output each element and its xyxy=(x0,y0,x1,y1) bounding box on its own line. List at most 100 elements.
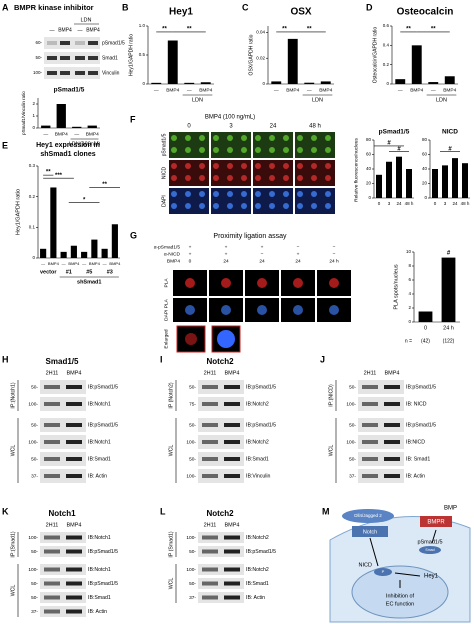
bar xyxy=(56,104,66,128)
y-tick-label: 20 xyxy=(366,181,372,186)
label: 37- xyxy=(349,473,356,479)
band xyxy=(44,549,60,554)
bar xyxy=(60,251,67,258)
bar xyxy=(167,40,178,84)
label: PLA xyxy=(163,278,169,288)
cell xyxy=(171,175,177,181)
notch-shape xyxy=(352,526,388,537)
blot xyxy=(358,469,404,483)
y-tick-label: 0 xyxy=(408,319,411,324)
label: 2H11 xyxy=(204,522,217,528)
band xyxy=(362,457,378,461)
cell xyxy=(213,191,219,197)
label: Enlarged xyxy=(163,329,169,349)
cell xyxy=(199,175,205,181)
band xyxy=(384,440,400,444)
annotation: # xyxy=(397,146,401,152)
annotation: ** xyxy=(102,182,107,188)
nucleus xyxy=(351,565,449,619)
bar xyxy=(441,257,456,322)
label: 100- xyxy=(186,567,196,573)
label: BMP4 xyxy=(67,522,82,528)
x-tick-label: — xyxy=(41,261,45,266)
cell xyxy=(269,203,275,209)
label: 100- xyxy=(28,567,38,573)
x-tick-label: 24 h xyxy=(443,325,454,331)
x-tick-label: — xyxy=(74,132,79,137)
label: 50- xyxy=(189,456,196,462)
label: 0 xyxy=(189,258,192,264)
group-label: LDN xyxy=(312,97,323,103)
annotation: ** xyxy=(282,26,287,32)
label: + xyxy=(189,245,192,250)
label: IB:pSmad1/5 xyxy=(246,549,276,555)
x-tick-label: 48 h xyxy=(461,201,470,206)
label: 50- xyxy=(189,581,196,587)
blot xyxy=(198,435,244,449)
label: DAPI xyxy=(161,195,167,207)
band xyxy=(66,581,82,586)
x-tick-label: — xyxy=(307,88,312,93)
x-tick-label: 48 h xyxy=(405,201,414,206)
label: (122) xyxy=(443,338,455,344)
cell xyxy=(283,175,289,181)
y-tick-label: 0.4 xyxy=(383,43,390,48)
cell xyxy=(213,175,219,181)
cell xyxy=(329,305,339,315)
panel-letter: E xyxy=(2,140,8,150)
band xyxy=(60,56,70,60)
label: WCL xyxy=(328,445,334,457)
annotation: # xyxy=(447,250,451,256)
label: 2H11 xyxy=(46,370,59,376)
panel-letter: M xyxy=(322,506,330,516)
cell xyxy=(311,191,317,197)
label: vector xyxy=(40,269,57,275)
blot xyxy=(358,452,404,466)
label: IB:Notch1 xyxy=(88,567,111,573)
cell xyxy=(199,147,205,153)
label: 75- xyxy=(189,401,196,407)
cell xyxy=(297,175,303,181)
panel-letter: I xyxy=(160,354,163,364)
label: 100- xyxy=(346,401,356,407)
label: shSmad1 clones xyxy=(40,151,95,158)
blot xyxy=(358,418,404,432)
band xyxy=(44,402,60,406)
bar xyxy=(418,311,433,322)
bar xyxy=(70,245,77,258)
label: BMP4 xyxy=(67,370,82,376)
cell xyxy=(329,278,339,288)
x-tick-label: — xyxy=(187,88,192,93)
label: BMP4 xyxy=(86,27,100,33)
x-tick-label: BMP4 xyxy=(286,87,299,93)
label: − xyxy=(333,252,336,257)
label: + xyxy=(297,252,300,257)
label: 100- xyxy=(28,401,38,407)
y-tick-label: 40 xyxy=(366,166,372,171)
x-tick-label: BMP4 xyxy=(89,261,101,266)
band xyxy=(202,440,218,444)
label: n = xyxy=(405,338,412,344)
x-tick-label: BMP4 xyxy=(48,261,60,266)
band xyxy=(202,581,218,586)
label: BMP4 xyxy=(167,258,180,264)
panel-title: Notch1 xyxy=(48,509,76,518)
band xyxy=(47,71,57,75)
label: 50- xyxy=(35,55,42,60)
band xyxy=(66,385,82,389)
bar xyxy=(91,239,98,258)
cell xyxy=(269,135,275,141)
label: α-pSmad1/5 xyxy=(154,244,181,250)
label: Smad1 xyxy=(102,55,118,61)
x-tick-label: BMP4 xyxy=(166,87,179,93)
label: NICD xyxy=(359,562,372,568)
bar xyxy=(50,187,57,258)
blot xyxy=(198,397,244,411)
band xyxy=(66,609,82,614)
x-tick-label: BMP4 xyxy=(199,87,212,93)
blot xyxy=(198,546,244,557)
label: − xyxy=(261,252,264,257)
label: 50- xyxy=(31,456,38,462)
cell xyxy=(283,191,289,197)
